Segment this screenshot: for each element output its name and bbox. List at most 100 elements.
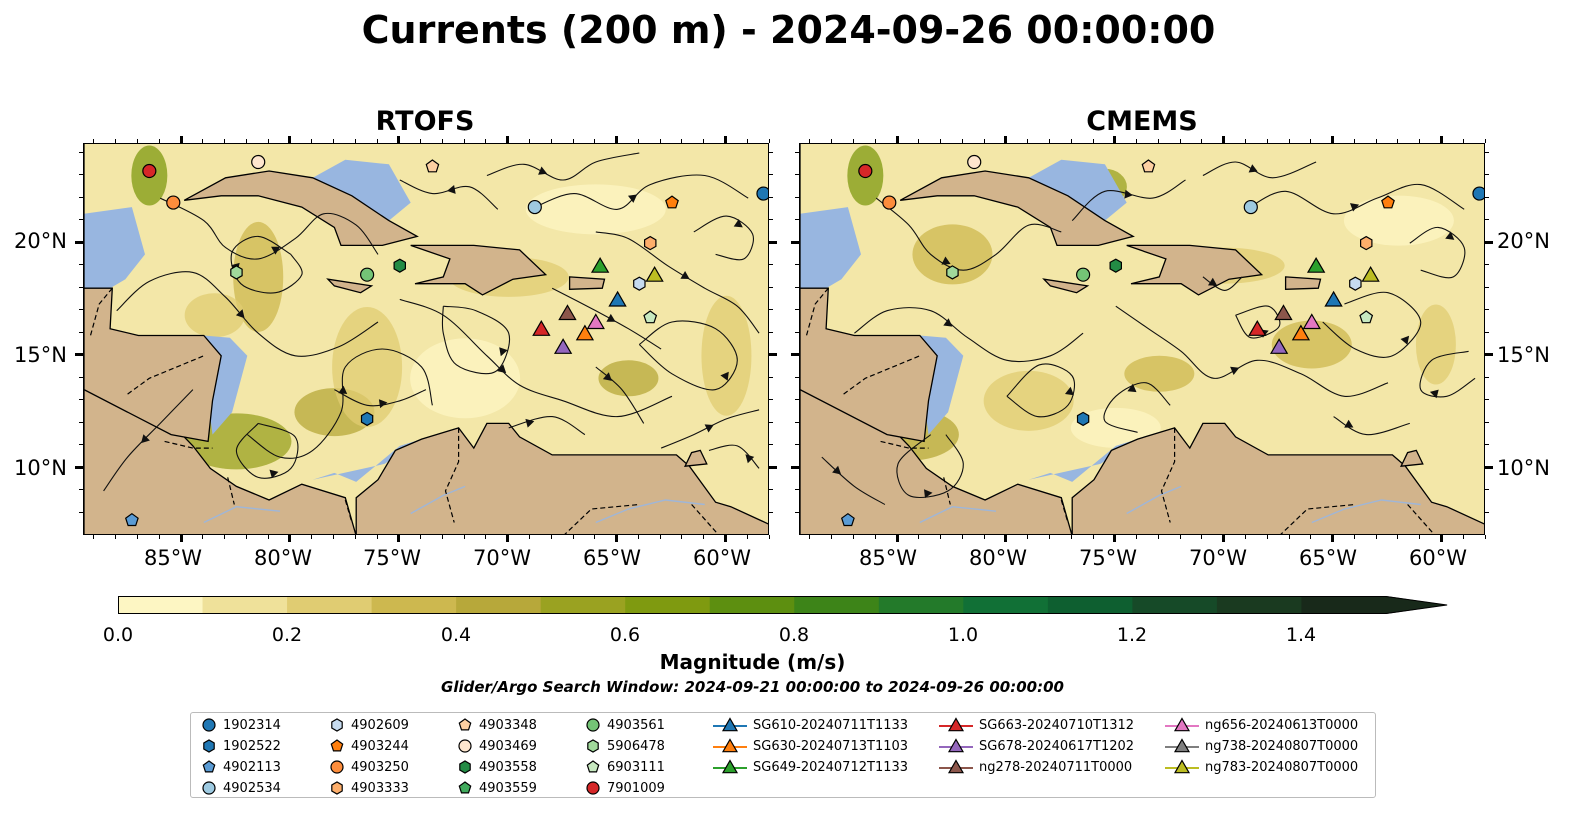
- legend-label: 4903561: [607, 717, 665, 733]
- legend-marker: [331, 718, 343, 732]
- lat-minor-tick: [1485, 241, 1489, 243]
- cmems-country-border: [843, 355, 921, 395]
- lat-minor-tick: [1485, 466, 1489, 468]
- legend-marker: [586, 718, 600, 732]
- legend-symbol: [947, 717, 965, 732]
- legend-symbol: [586, 718, 600, 732]
- rtofs-marker-sg678-20240617t1202: [553, 338, 573, 354]
- legend-item: 4903561: [585, 715, 665, 735]
- lat-minor-tick: [79, 421, 83, 423]
- rtofs-map-canvas: [84, 144, 768, 534]
- legend-item: ng656-20240613T0000: [1165, 715, 1358, 735]
- lon-minor-tick: [245, 139, 247, 143]
- lon-minor-tick: [332, 139, 334, 143]
- lon-label-60w-right: 60°W: [1409, 546, 1467, 570]
- legend-item: 5906478: [585, 736, 665, 756]
- lon-minor-tick: [1353, 535, 1355, 539]
- rtofs-marker-1902522: [360, 411, 374, 427]
- legend-item: SG649-20240712T1133: [713, 757, 908, 777]
- lon-minor-tick: [831, 139, 833, 143]
- legend-item: 1902314: [201, 715, 281, 735]
- cmems-streamline: [1235, 305, 1281, 339]
- lon-minor-tick: [1484, 139, 1486, 143]
- cmems-shelf-area: [800, 207, 861, 289]
- lon-minor-tick: [1201, 535, 1203, 539]
- lat-tick-right: [1485, 465, 1493, 469]
- lon-minor-tick: [1484, 535, 1486, 539]
- legend-symbol: [721, 759, 739, 774]
- legend-marker: [587, 739, 599, 753]
- lon-minor-tick: [940, 535, 942, 539]
- rtofs-marker-ng783-20240807t0000: [645, 266, 664, 282]
- lon-minor-tick: [158, 139, 160, 143]
- rtofs-current-speed-patch: [525, 184, 666, 235]
- lon-minor-tick: [1310, 535, 1312, 539]
- lat-minor-tick: [769, 444, 773, 446]
- rtofs-streamline-arrow: [538, 166, 548, 175]
- rtofs-streamline-arrow: [499, 347, 508, 357]
- legend-marker: [202, 760, 216, 773]
- lat-minor-tick: [1485, 331, 1489, 333]
- cmems-streamline-arrow: [1230, 366, 1240, 375]
- lon-minor-tick: [485, 535, 487, 539]
- legend-item: 4903469: [457, 736, 537, 756]
- lon-minor-tick: [180, 535, 182, 539]
- lon-minor-tick: [1440, 535, 1442, 539]
- colorbar-tick-4: 0.8: [778, 624, 810, 646]
- rtofs-land: [568, 276, 606, 290]
- cmems-marker-4902113: [840, 512, 855, 527]
- rtofs-streamline: [708, 444, 760, 469]
- legend-label: 4903333: [351, 780, 409, 796]
- legend-item: 4903559: [457, 778, 537, 798]
- legend-label: SG630-20240713T1103: [753, 738, 909, 754]
- lon-minor-tick: [1092, 139, 1094, 143]
- lon-minor-tick: [93, 535, 95, 539]
- cmems-country-border: [880, 440, 929, 449]
- lon-minor-tick: [267, 535, 269, 539]
- cmems-streamline: [1202, 276, 1243, 291]
- cmems-marker-5906478: [946, 265, 959, 280]
- lon-minor-tick: [1136, 139, 1138, 143]
- cmems-marker-4903561: [1076, 267, 1091, 282]
- legend-label: SG663-20240710T1312: [979, 717, 1135, 733]
- legend-item: SG678-20240617T1202: [939, 736, 1134, 756]
- rtofs-streamline-arrow: [141, 434, 150, 444]
- lon-minor-tick: [1179, 139, 1181, 143]
- rtofs-streamline-arrow: [745, 454, 755, 464]
- rtofs-land: [84, 287, 222, 443]
- cmems-current-speed-patch: [1343, 195, 1454, 246]
- lat-minor-tick: [1485, 489, 1489, 491]
- lon-minor-tick: [1223, 139, 1225, 143]
- legend-item: 4903558: [457, 757, 537, 777]
- cmems-streamline-arrow: [832, 465, 842, 475]
- rtofs-country-border: [127, 355, 205, 395]
- rtofs-streamline-arrow: [680, 271, 690, 279]
- lon-minor-tick: [809, 535, 811, 539]
- rtofs-marker-4903348: [425, 159, 440, 173]
- rtofs-streamline: [638, 320, 738, 391]
- legend-symbol: [203, 739, 215, 753]
- rtofs-marker-4903244: [665, 195, 679, 209]
- legend-item: SG663-20240710T1312: [939, 715, 1134, 735]
- lon-minor-tick: [376, 139, 378, 143]
- lon-minor-tick: [1332, 139, 1334, 143]
- lat-minor-tick: [79, 286, 83, 288]
- lat-minor-tick: [769, 354, 773, 356]
- lat-minor-tick: [79, 196, 83, 198]
- cmems-marker-4903469: [967, 154, 982, 170]
- cmems-marker-sg678-20240617t1202: [1269, 338, 1289, 354]
- lat-minor-tick: [79, 174, 83, 176]
- lat-label-10n-right: 10°N: [1497, 456, 1550, 480]
- rtofs-marker-5906478: [230, 265, 243, 280]
- lon-minor-tick: [1419, 535, 1421, 539]
- lon-minor-tick: [852, 139, 854, 143]
- cmems-marker-ng783-20240807t0000: [1361, 266, 1380, 282]
- lat-minor-tick: [795, 264, 799, 266]
- legend-item: 7901009: [585, 778, 665, 798]
- rtofs-streamline-arrow: [606, 313, 616, 322]
- rtofs-marker-ng656-20240613t0000: [586, 313, 605, 330]
- lon-minor-tick: [267, 139, 269, 143]
- map-panel-rtofs: [83, 143, 769, 535]
- rtofs-river: [595, 499, 705, 524]
- cmems-streamline-arrow: [1124, 189, 1133, 199]
